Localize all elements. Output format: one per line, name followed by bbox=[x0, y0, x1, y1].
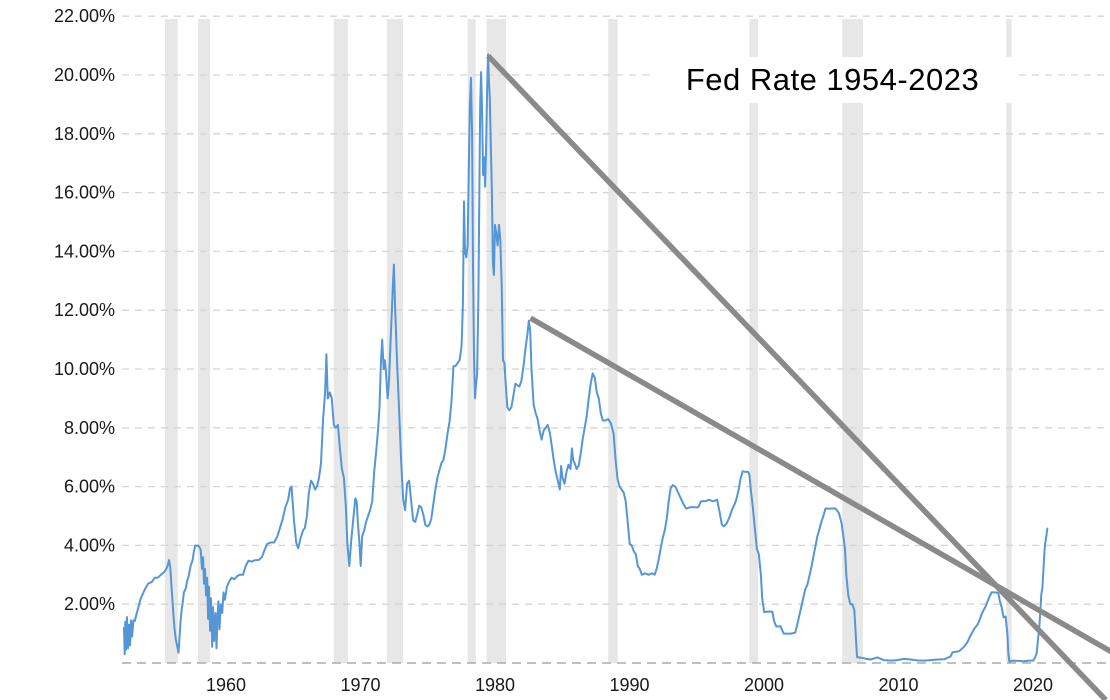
trend-lines-layer bbox=[486, 53, 1110, 700]
fed-rate-line bbox=[123, 53, 1049, 663]
series-layer bbox=[123, 53, 1049, 663]
y-axis-tick-label: 16.00% bbox=[54, 183, 115, 203]
y-axis-labels: 2.00% 4.00% 6.00% 8.00% 10.00% 12.00% 14.00% 16… bbox=[54, 6, 115, 614]
x-axis-tick-label: 1960 bbox=[206, 675, 246, 695]
y-axis-tick-label: 22.00% bbox=[54, 6, 115, 26]
recession-band bbox=[165, 19, 178, 663]
x-axis-tick-label: 1970 bbox=[340, 675, 380, 695]
trend-from-1984-peak bbox=[529, 315, 1110, 655]
x-axis-tick-label: 2020 bbox=[1013, 675, 1053, 695]
trend-from-1981-peak bbox=[486, 53, 1108, 700]
x-axis-tick-label: 2000 bbox=[744, 675, 784, 695]
recession-band bbox=[333, 19, 348, 663]
recession-bands-layer bbox=[165, 19, 1012, 663]
recession-band bbox=[749, 19, 759, 663]
y-axis-tick-label: 6.00% bbox=[64, 477, 115, 497]
y-axis-tick-label: 14.00% bbox=[54, 241, 115, 261]
chart-title: Fed Rate 1954-2023 bbox=[650, 57, 1015, 103]
recession-band bbox=[1006, 19, 1012, 663]
x-axis-labels: 1960 1970 1980 1990 2000 2010 2020 bbox=[206, 675, 1053, 695]
y-axis-tick-label: 12.00% bbox=[54, 300, 115, 320]
x-axis-tick-label: 1980 bbox=[475, 675, 515, 695]
y-axis-tick-label: 2.00% bbox=[64, 594, 115, 614]
recession-band bbox=[198, 19, 211, 663]
recession-band bbox=[608, 19, 618, 663]
y-axis-tick-label: 18.00% bbox=[54, 124, 115, 144]
x-axis-tick-label: 2010 bbox=[878, 675, 918, 695]
y-axis-tick-label: 10.00% bbox=[54, 359, 115, 379]
y-axis-tick-label: 20.00% bbox=[54, 65, 115, 85]
x-axis-tick-label: 1990 bbox=[609, 675, 649, 695]
y-axis-tick-label: 4.00% bbox=[64, 535, 115, 555]
recession-band bbox=[467, 19, 476, 663]
y-axis-tick-label: 8.00% bbox=[64, 418, 115, 438]
recession-band bbox=[386, 19, 403, 663]
